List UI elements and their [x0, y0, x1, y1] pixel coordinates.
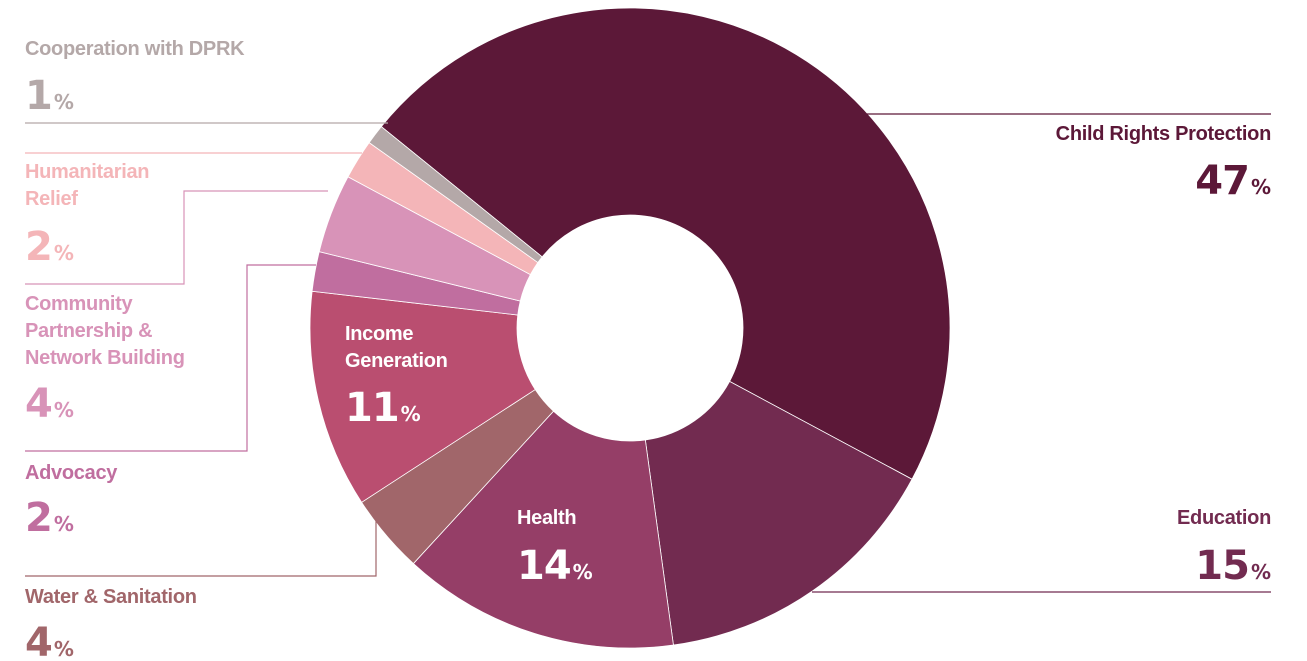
slice-value-cooperation-with-dprk: 1% [25, 73, 74, 119]
leader-line-water-and-sanitation [25, 521, 377, 577]
slice-cooperation-with-dprk [368, 126, 543, 264]
leader-line-community-partnership-and-network-building [25, 190, 328, 285]
slice-value-advocacy: 2% [25, 495, 74, 541]
slice-label-humanitarian-relief: Humanitarian Relief [25, 161, 149, 210]
slice-health [412, 410, 674, 649]
slice-income-generation [309, 290, 536, 503]
slice-value-child-rights-protection: 47% [1195, 158, 1271, 204]
slice-education [644, 380, 913, 646]
leader-line-advocacy [25, 264, 316, 452]
slice-label-income-generation: Income Generation [345, 323, 448, 372]
slices-group [309, 7, 951, 649]
slice-value-income-generation: 11% [345, 385, 421, 431]
slice-value-health: 14% [517, 543, 593, 589]
leader-lines-group [25, 113, 1271, 593]
slice-value-community-partnership-and-network-building: 4% [25, 381, 74, 427]
slice-label-water-and-sanitation: Water & Sanitation [25, 586, 197, 608]
slice-label-child-rights-protection: Child Rights Protection [1056, 123, 1271, 145]
slice-label-advocacy: Advocacy [25, 462, 118, 484]
labels-group: Child Rights Protection 47 % Education 15 % He… [25, 38, 1271, 661]
slice-label-cooperation-with-dprk: Cooperation with DPRK [25, 38, 245, 60]
slice-value-humanitarian-relief: 2% [25, 224, 74, 270]
slice-label-health: Health [517, 507, 576, 529]
slice-child-rights-protection [380, 7, 951, 480]
slice-value-water-and-sanitation: 4% [25, 620, 74, 661]
slice-label-community-partnership-and-network-building: Community Partnership & Network Building [25, 293, 185, 369]
slice-label-education: Education [1177, 507, 1271, 529]
slice-value-education: 15% [1195, 543, 1271, 589]
